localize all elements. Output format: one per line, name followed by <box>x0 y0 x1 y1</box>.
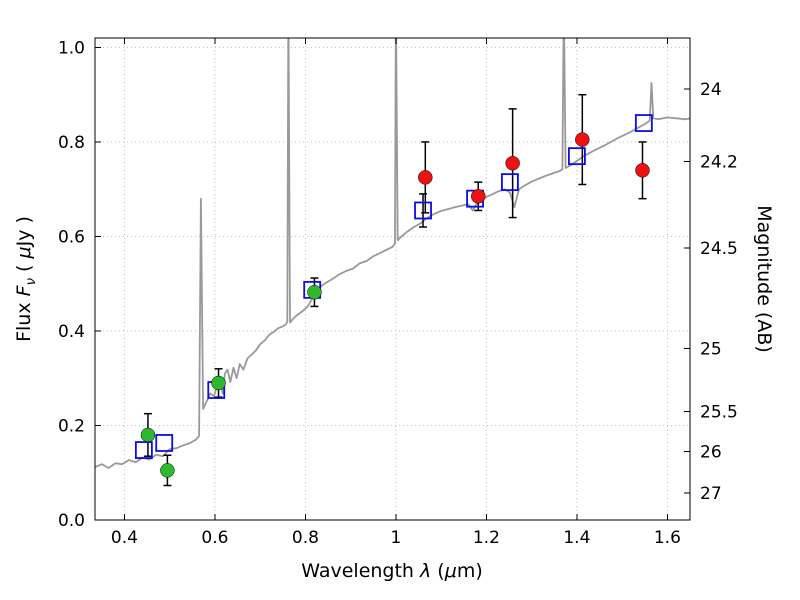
y-axis-label-right: Magnitude (AB) <box>753 205 775 353</box>
mu-symbol: μ <box>444 560 457 582</box>
y-tick-label-left: 0.8 <box>58 133 85 153</box>
data-point-circle <box>418 170 433 185</box>
mu-symbol: μ <box>13 246 36 259</box>
y-tick-label-left: 1.0 <box>58 38 85 58</box>
data-point-circle <box>140 427 156 443</box>
axes-frame <box>94 37 691 521</box>
tick-marks <box>95 38 690 521</box>
x-axis-label: Wavelength λ (μm) <box>301 560 483 582</box>
lambda-symbol: λ <box>420 560 432 582</box>
data-point-circle <box>307 284 322 300</box>
y-tick-label-right: 24.2 <box>700 153 738 173</box>
data-point-square <box>155 434 174 452</box>
flux-symbol: F <box>13 285 36 297</box>
data-point-square <box>634 114 653 132</box>
data-point-circle <box>505 155 520 171</box>
y-tick-label-right: 24.5 <box>700 239 738 259</box>
data-point-circle <box>160 463 175 478</box>
y-axis-label-left: Flux Fν ( μJy ) <box>13 216 39 342</box>
y-tick-label-right: 27 <box>700 484 722 504</box>
data-point-circle <box>635 163 650 178</box>
x-tick-label: 0.6 <box>201 528 228 548</box>
tick-labels: 0.4 0.6 0.8 1 1.2 1.4 1.6 0.0 0.2 0.4 0.6 0.8 1.0 24 2… <box>58 38 738 548</box>
y-tick-label-left: 0.4 <box>58 322 85 342</box>
data-point-circle <box>211 375 226 391</box>
data-point-circle <box>575 132 590 147</box>
x-tick-label: 1.4 <box>563 528 590 548</box>
nu-subscript: ν <box>23 277 39 286</box>
y-tick-label-right: 24 <box>700 80 722 100</box>
y-tick-label-right: 25 <box>700 339 722 359</box>
series-observed-optical <box>140 284 322 478</box>
data-point-square <box>414 201 432 220</box>
x-axis-label-text: Wavelength <box>301 560 421 582</box>
y-tick-label-left: 0.6 <box>58 227 85 247</box>
data-point-square <box>567 147 586 166</box>
x-tick-label: 1.6 <box>654 528 681 548</box>
y-tick-label-left: 0.2 <box>58 416 85 436</box>
y-tick-label-right: 25.5 <box>700 403 738 423</box>
data-point-square <box>134 441 153 459</box>
y-tick-label-right: 26 <box>700 443 722 463</box>
data-point-circle <box>470 189 486 204</box>
x-tick-label: 0.8 <box>292 528 319 548</box>
x-tick-label: 0.4 <box>111 528 138 548</box>
x-tick-label: 1.2 <box>473 528 500 548</box>
y-tick-label-left: 0.0 <box>58 511 85 531</box>
x-tick-label: 1 <box>390 528 401 548</box>
spectrum-line <box>95 38 690 469</box>
data-point-square <box>501 173 519 192</box>
series-observed-infrared <box>418 132 650 204</box>
